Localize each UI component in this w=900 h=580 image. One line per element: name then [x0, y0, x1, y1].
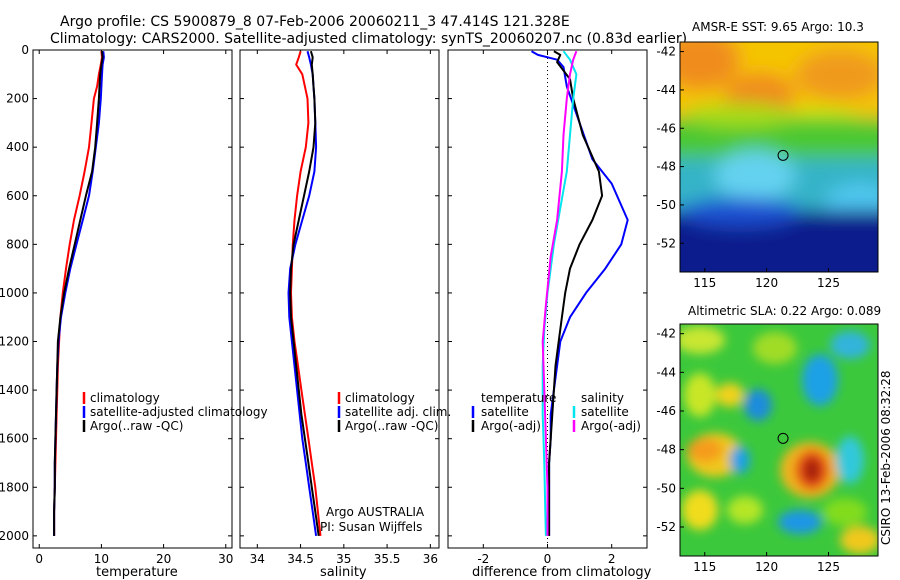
legend-label-temp-satellite: satellite [481, 405, 529, 419]
figure-title-line2: Climatology: CARS2000. Satellite-adjuste… [50, 31, 687, 47]
y-tick-label: 1000 [0, 286, 29, 300]
map-y-tick-label: -46 [656, 121, 676, 135]
figure-title-line1: Argo profile: CS 5900879_8 07-Feb-2006 2… [60, 14, 570, 30]
map-y-tick-label: -42 [656, 45, 676, 59]
x-tick-label: 0 [544, 552, 552, 566]
series-line [289, 50, 320, 537]
map-y-tick-label: -52 [656, 520, 676, 534]
map-y-tick-label: -42 [656, 327, 676, 341]
x-tick-label: 35 [336, 552, 351, 566]
difference-legend: temperature satellite Argo(-adj) salinit… [471, 391, 641, 433]
salinity-panel-frame [239, 49, 440, 549]
salinity-xlabel: salinity [320, 565, 367, 580]
map-x-tick-label: 115 [693, 560, 716, 574]
argo-australia-annotation: Argo AUSTRALIA [326, 505, 425, 519]
y-tick-label: 1200 [0, 335, 29, 349]
sla-map-title: Altimetric SLA: 0.22 Argo: 0.089 [688, 304, 881, 318]
x-tick-label: 36 [423, 552, 438, 566]
legend-label-argo: Argo(..raw -QC) [90, 419, 183, 433]
x-tick-label: 2 [608, 552, 616, 566]
map-y-tick-label: -50 [656, 198, 676, 212]
sst-map-title: AMSR-E SST: 9.65 Argo: 10.3 [692, 20, 864, 34]
legend-label-temp-argo: Argo(-adj) [481, 419, 541, 433]
side-label: CSIRO 13-Feb-2006 08:32:28 [879, 370, 893, 545]
legend-label-sal-argo: Argo(-adj) [581, 419, 641, 433]
y-tick-label: 1400 [0, 383, 29, 397]
sst-map-axes: 115 120 125 -42 -44 -46 -48 -50 -52 [656, 45, 840, 290]
sst-map [680, 42, 878, 272]
legend-group-temperature: temperature [481, 391, 556, 405]
series-line [53, 51, 104, 536]
y-tick-label: 800 [6, 237, 29, 251]
series-line [541, 50, 578, 536]
map-y-tick-label: -46 [656, 404, 676, 418]
difference-xlabel: difference from climatology [472, 565, 652, 580]
temperature-plot: 0 10 20 30 0 200 400 600 800 1000 1200 1400 1600 1800… [0, 43, 233, 566]
sla-map [680, 324, 878, 556]
argo-location-marker [777, 432, 789, 444]
legend-label-satellite: satellite adj. clim. [345, 405, 451, 419]
map-x-tick-label: 125 [817, 276, 840, 290]
x-tick-label: 0 [35, 552, 43, 566]
y-tick-label: 200 [6, 92, 29, 106]
pi-annotation: PI: Susan Wijffels [320, 520, 422, 534]
y-tick-label: 1600 [0, 432, 29, 446]
map-x-tick-label: 125 [817, 560, 840, 574]
map-y-tick-label: -50 [656, 481, 676, 495]
map-x-tick-label: 120 [755, 560, 778, 574]
map-x-tick-label: 120 [755, 276, 778, 290]
temperature-legend: climatology satellite-adjusted climatolo… [82, 391, 268, 433]
x-tick-label: 30 [218, 552, 233, 566]
y-tick-label: 2000 [0, 529, 29, 543]
x-tick-label: 10 [94, 552, 109, 566]
y-tick-label: 600 [6, 189, 29, 203]
legend-label-argo: Argo(..raw -QC) [345, 419, 438, 433]
map-y-tick-label: -52 [656, 236, 676, 250]
salinity-plot: 34 34.5 35 35.5 36 [240, 49, 439, 566]
x-tick-label: -2 [477, 552, 489, 566]
sla-map-frame [679, 323, 879, 557]
y-tick-label: 1800 [0, 480, 29, 494]
salinity-legend: climatology satellite adj. clim. Argo(..… [337, 391, 451, 433]
map-y-tick-label: -44 [656, 83, 676, 97]
map-x-tick-label: 115 [693, 276, 716, 290]
temperature-panel-frame [32, 49, 233, 549]
y-tick-label: 0 [21, 43, 29, 57]
y-tick-label: 400 [6, 140, 29, 154]
x-tick-label: 34 [250, 552, 265, 566]
map-y-tick-label: -48 [656, 443, 676, 457]
legend-label-satellite: satellite-adjusted climatology [90, 405, 268, 419]
legend-label-sal-satellite: satellite [581, 405, 629, 419]
sla-map-axes: 115 120 125 -42 -44 -46 -48 -50 -52 [656, 327, 840, 574]
legend-label-climatology: climatology [345, 391, 415, 405]
x-tick-label: 35.5 [374, 552, 401, 566]
x-tick-label: 34.5 [287, 552, 314, 566]
legend-label-climatology: climatology [90, 391, 160, 405]
map-y-tick-label: -48 [656, 160, 676, 174]
sst-map-frame [679, 41, 879, 273]
map-y-tick-label: -44 [656, 365, 676, 379]
x-tick-label: 20 [156, 552, 171, 566]
series-line [548, 50, 604, 536]
legend-group-salinity: salinity [581, 391, 624, 405]
difference-plot: -2 0 2 [448, 49, 647, 566]
temperature-xlabel: temperature [96, 565, 178, 580]
series-line [53, 51, 103, 536]
series-line [541, 50, 578, 536]
argo-location-marker [777, 149, 789, 161]
